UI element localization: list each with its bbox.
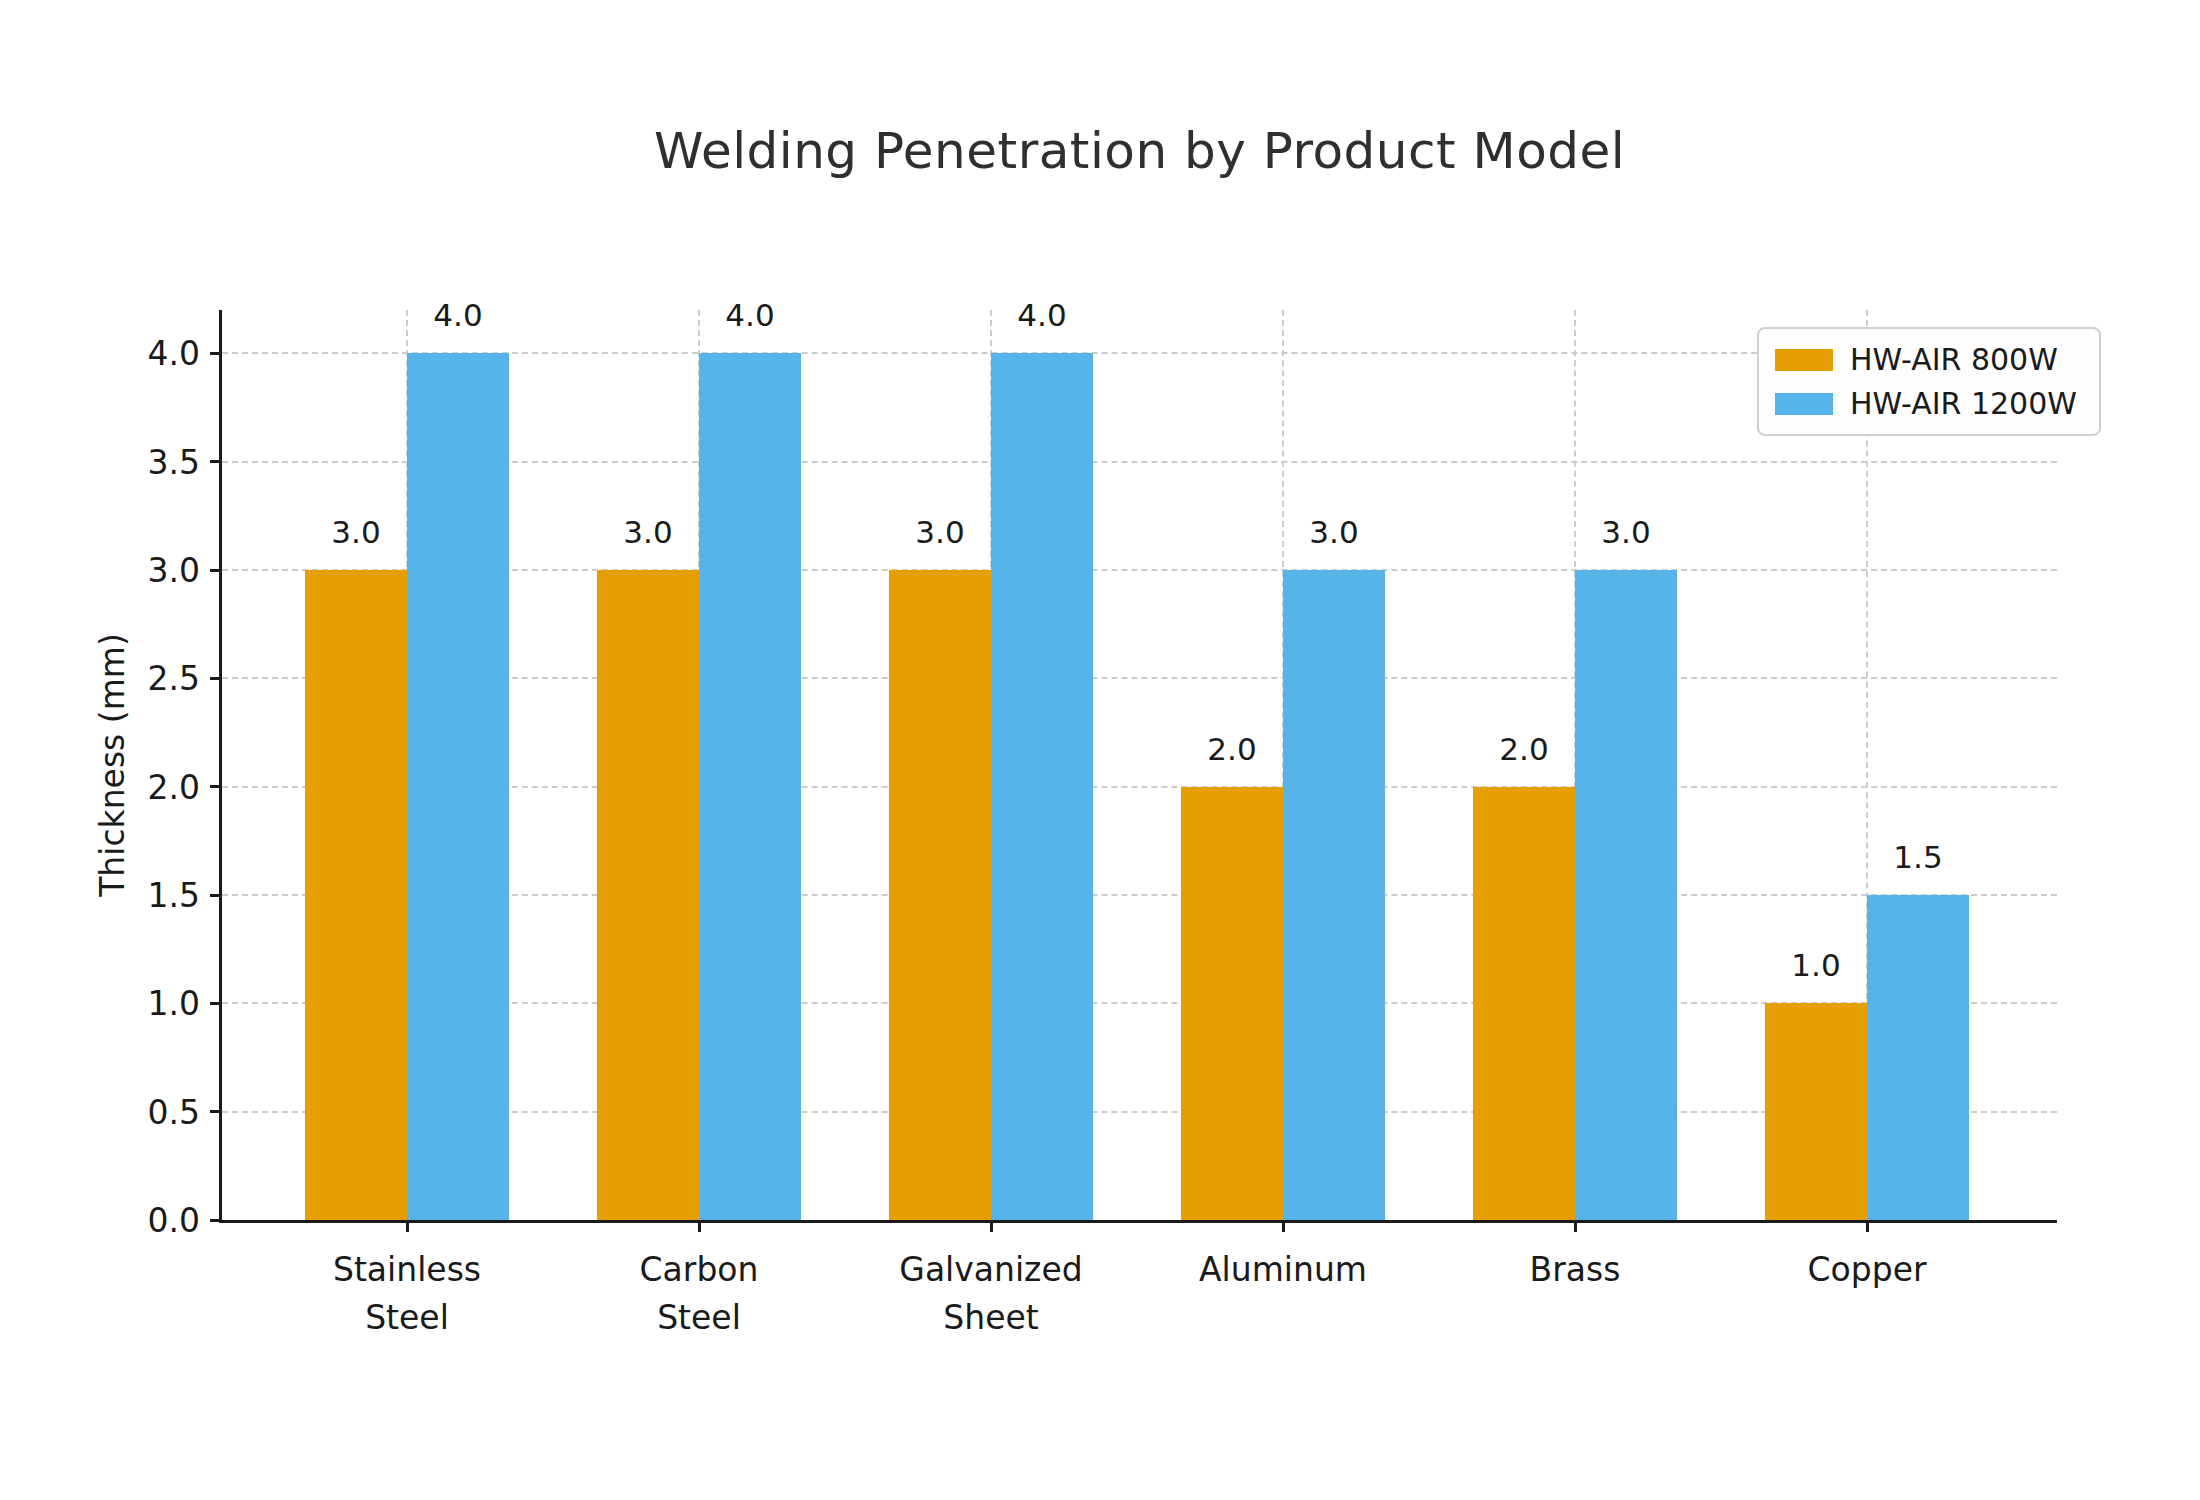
y-tick-label: 2.5 [0,659,200,698]
y-tick-label: 3.0 [0,551,200,590]
bar [597,570,699,1220]
bar [991,353,1093,1220]
chart-title: Welding Penetration by Product Model [222,122,2057,180]
y-tick-label: 0.5 [0,1092,200,1131]
bar [889,570,991,1220]
bar-value-label: 4.0 [725,297,774,333]
chart-figure: Welding Penetration by Product Model Thi… [0,0,2200,1500]
y-tick-label: 0.0 [0,1201,200,1240]
bar-value-label: 4.0 [1017,297,1066,333]
bar [699,353,801,1220]
legend-swatch [1775,349,1833,371]
bar-value-label: 3.0 [915,514,964,550]
y-tick-label: 3.5 [0,442,200,481]
x-category-label: Galvanized Sheet [831,1246,1151,1342]
x-category-label: Carbon Steel [539,1246,859,1342]
x-category-label: Copper [1707,1246,2027,1294]
bar [1765,1003,1867,1220]
legend: HW-AIR 800W HW-AIR 1200W [1757,327,2101,436]
bar-value-label: 2.0 [1499,731,1548,767]
legend-row: HW-AIR 800W [1775,342,2077,377]
legend-label: HW-AIR 1200W [1850,386,2077,421]
bar [1867,895,1969,1220]
legend-swatch [1775,393,1833,415]
x-category-label: Aluminum [1123,1246,1443,1294]
bar-value-label: 2.0 [1207,731,1256,767]
bar [1473,787,1575,1220]
bar [1283,570,1385,1220]
x-category-label: Stainless Steel [247,1246,567,1342]
bar [1575,570,1677,1220]
bar-value-label: 1.5 [1893,839,1942,875]
bar-value-label: 1.0 [1791,947,1840,983]
x-category-label: Brass [1415,1246,1735,1294]
bar-value-label: 3.0 [1601,514,1650,550]
bar [1181,787,1283,1220]
bar-value-label: 4.0 [433,297,482,333]
bar-value-label: 3.0 [331,514,380,550]
y-axis-spine [219,310,222,1223]
x-axis-spine [219,1220,2057,1223]
y-tick-label: 2.0 [0,767,200,806]
bar-value-label: 3.0 [623,514,672,550]
legend-label: HW-AIR 800W [1850,342,2058,377]
bar [407,353,509,1220]
y-tick-label: 1.0 [0,984,200,1023]
legend-row: HW-AIR 1200W [1775,386,2077,421]
y-tick-label: 4.0 [0,334,200,373]
y-tick-label: 1.5 [0,876,200,915]
bar [305,570,407,1220]
bar-value-label: 3.0 [1309,514,1358,550]
